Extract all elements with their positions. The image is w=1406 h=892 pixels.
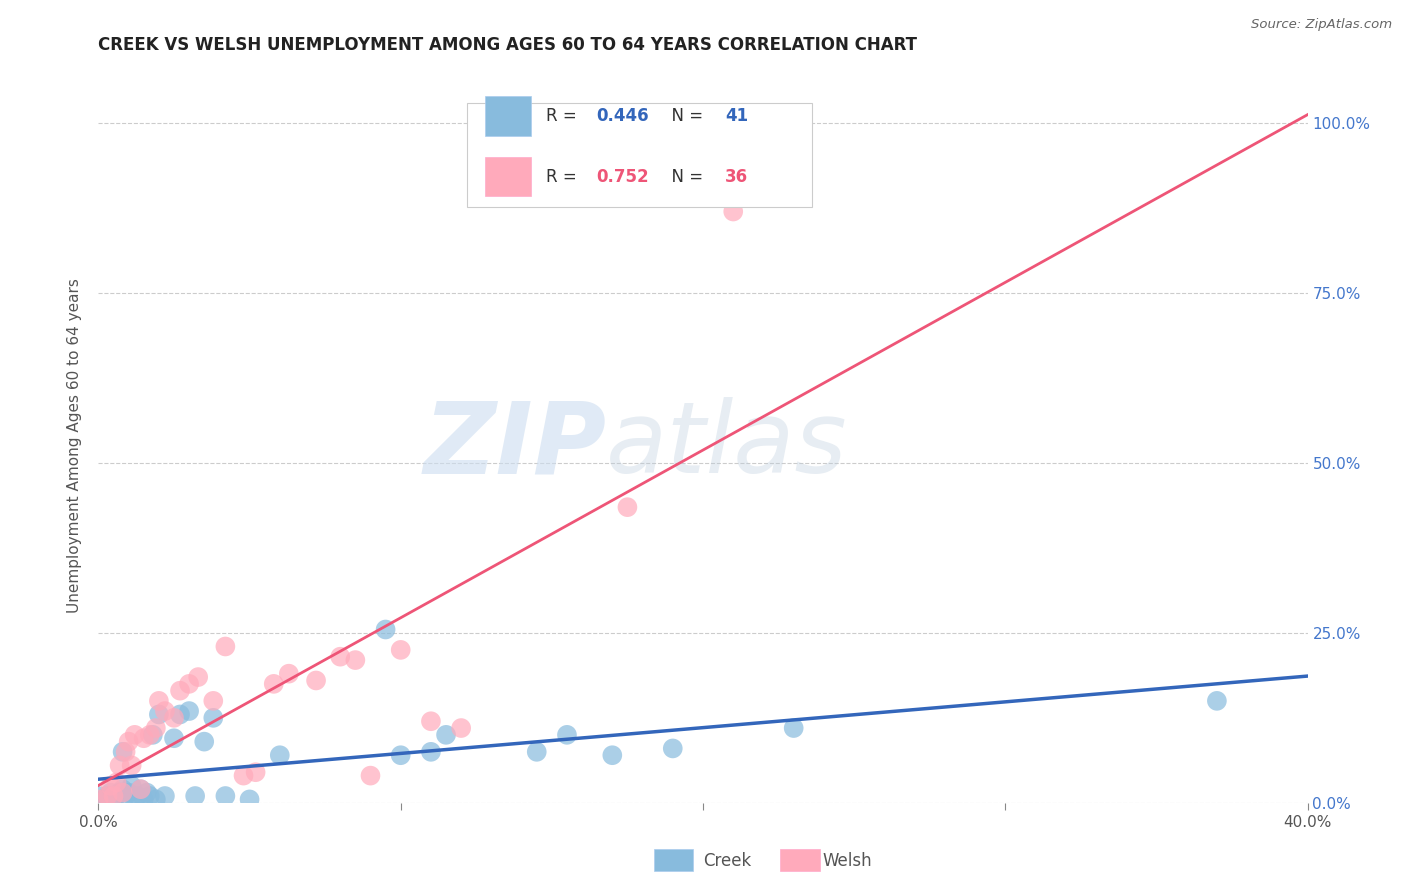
Point [662, 741, 685, 756]
Text: atlas: atlas [606, 398, 848, 494]
Point [87, 789, 110, 803]
Point [96, 789, 118, 803]
Point [169, 683, 191, 698]
Point [187, 670, 209, 684]
Point [202, 694, 225, 708]
Point [124, 728, 146, 742]
Text: 0.446: 0.446 [596, 107, 650, 125]
Point [783, 721, 806, 735]
Point [389, 643, 412, 657]
Point [129, 782, 152, 797]
FancyBboxPatch shape [467, 103, 811, 207]
Point [232, 769, 254, 783]
Point [132, 792, 155, 806]
Point [344, 653, 367, 667]
Point [111, 786, 134, 800]
Text: Creek: Creek [703, 852, 751, 870]
Text: N =: N = [661, 107, 709, 125]
Point [169, 707, 191, 722]
Point [184, 789, 207, 803]
Point [87, 792, 110, 806]
Point [179, 704, 201, 718]
Point [108, 758, 131, 772]
Point [127, 789, 149, 803]
Point [245, 765, 267, 780]
Point [179, 677, 201, 691]
Point [105, 775, 128, 789]
Point [148, 694, 170, 708]
Text: R =: R = [546, 168, 582, 186]
Point [420, 714, 443, 729]
Text: ZIP: ZIP [423, 398, 606, 494]
Point [163, 731, 186, 746]
FancyBboxPatch shape [485, 157, 531, 196]
Point [93, 792, 115, 806]
Point [1206, 694, 1229, 708]
Point [100, 786, 122, 800]
Point [153, 704, 176, 718]
Point [153, 789, 176, 803]
Point [239, 792, 262, 806]
Point [142, 728, 165, 742]
Text: 36: 36 [724, 168, 748, 186]
Text: 0.752: 0.752 [596, 168, 650, 186]
Point [145, 721, 167, 735]
Text: Welsh: Welsh [823, 852, 872, 870]
Point [121, 758, 143, 772]
Point [389, 748, 412, 763]
Point [114, 745, 136, 759]
Y-axis label: Unemployment Among Ages 60 to 64 years: Unemployment Among Ages 60 to 64 years [67, 278, 83, 614]
Point [145, 792, 167, 806]
Point [139, 789, 162, 803]
Point [148, 707, 170, 722]
Point [202, 711, 225, 725]
Point [118, 734, 141, 748]
Point [139, 728, 162, 742]
Point [111, 782, 134, 797]
Point [103, 792, 125, 806]
Point [602, 748, 624, 763]
Point [103, 789, 125, 803]
Point [105, 789, 128, 803]
Point [263, 677, 285, 691]
Point [193, 734, 215, 748]
Point [129, 782, 152, 797]
Point [118, 786, 141, 800]
Point [111, 745, 134, 759]
Point [450, 721, 472, 735]
Point [269, 748, 291, 763]
Point [360, 769, 382, 783]
Point [135, 786, 157, 800]
Point [114, 789, 136, 803]
Point [277, 666, 299, 681]
Point [434, 728, 457, 742]
Point [108, 786, 131, 800]
Point [214, 789, 236, 803]
Point [100, 779, 122, 793]
Text: Source: ZipAtlas.com: Source: ZipAtlas.com [1251, 18, 1392, 31]
Point [329, 649, 352, 664]
Text: N =: N = [661, 168, 709, 186]
Point [305, 673, 328, 688]
Point [163, 711, 186, 725]
Point [214, 640, 236, 654]
Text: 41: 41 [724, 107, 748, 125]
Point [96, 789, 118, 803]
Point [723, 204, 745, 219]
Point [124, 792, 146, 806]
Point [121, 779, 143, 793]
Text: R =: R = [546, 107, 582, 125]
FancyBboxPatch shape [485, 96, 531, 136]
Point [526, 745, 548, 759]
Point [374, 623, 396, 637]
Point [616, 500, 638, 515]
Text: CREEK VS WELSH UNEMPLOYMENT AMONG AGES 60 TO 64 YEARS CORRELATION CHART: CREEK VS WELSH UNEMPLOYMENT AMONG AGES 6… [98, 36, 918, 54]
Point [420, 745, 443, 759]
Point [555, 728, 578, 742]
Point [132, 731, 155, 746]
